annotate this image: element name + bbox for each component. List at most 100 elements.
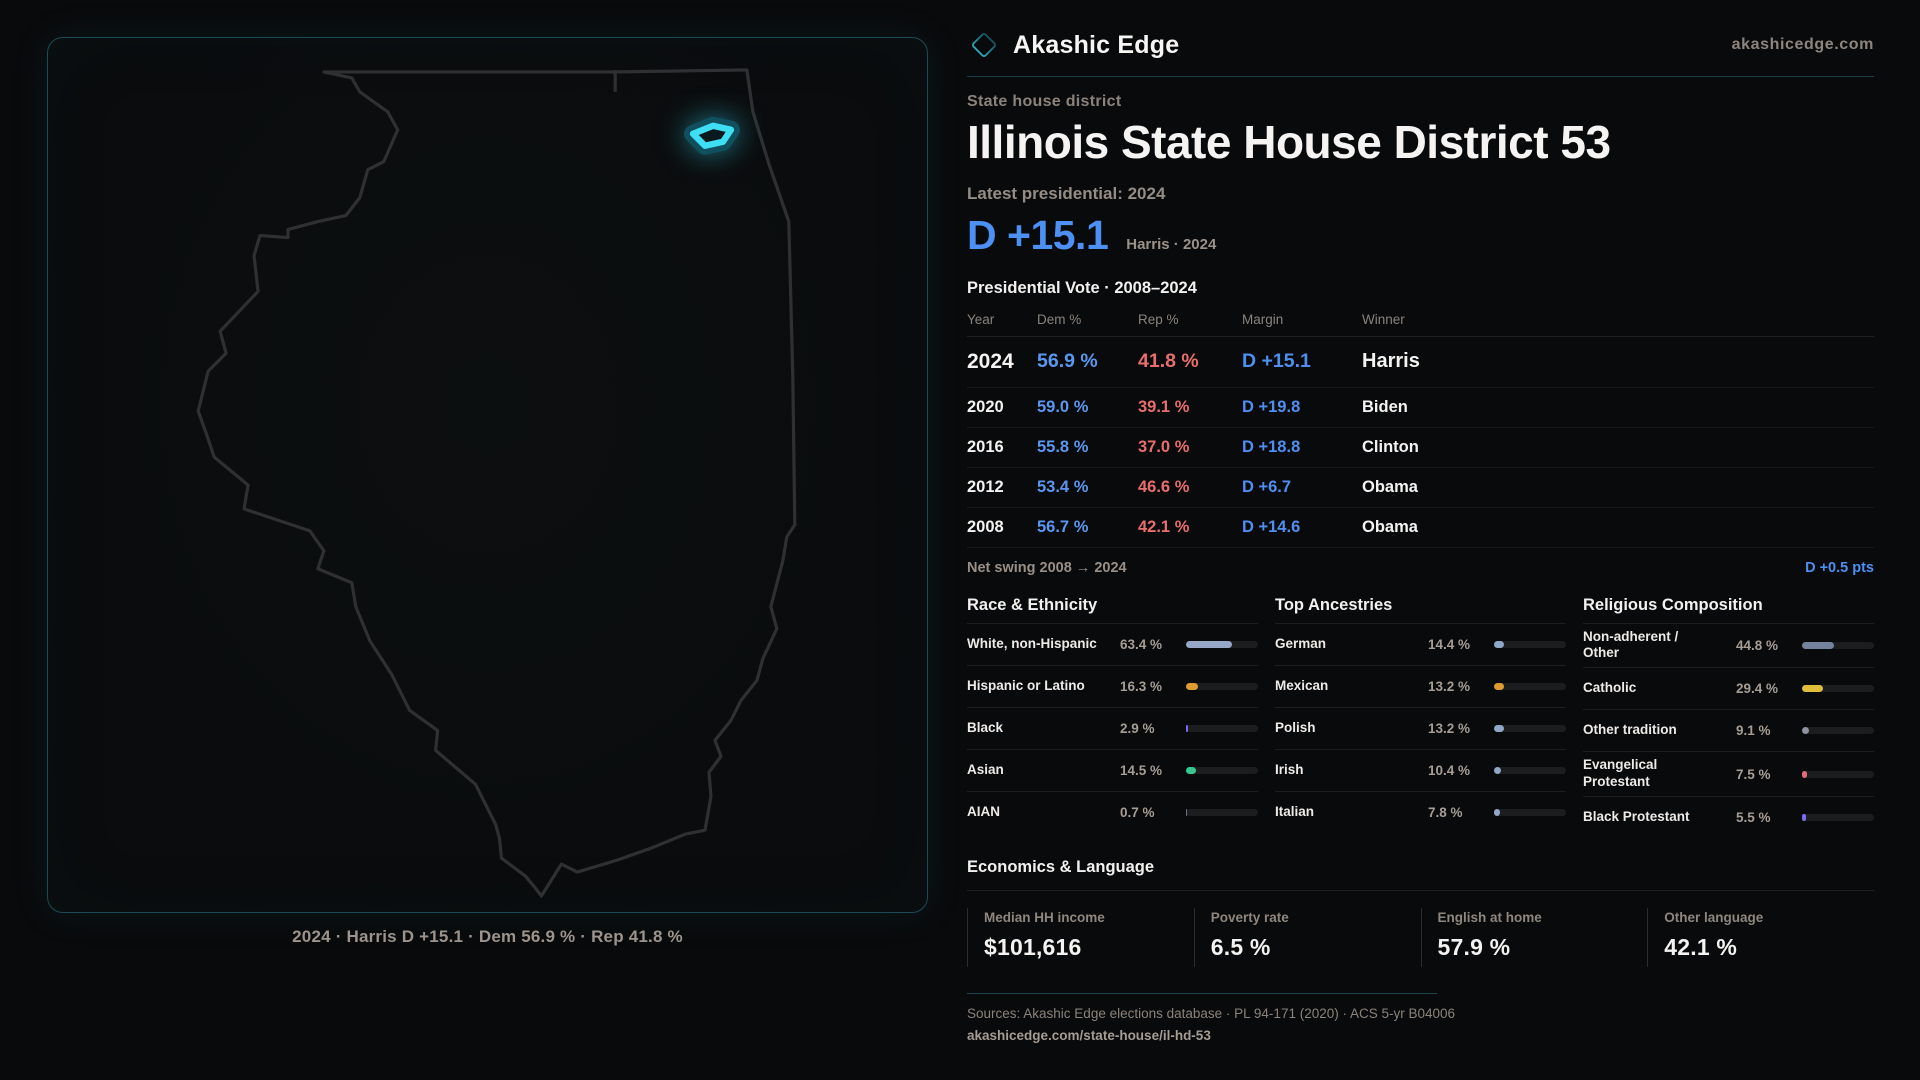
col-header-dem: Dem % [1037, 311, 1082, 327]
ancestries-column: Top Ancestries German 14.4 % Mexican 13.… [1275, 596, 1566, 839]
list-item: Catholic 29.4 % [1583, 667, 1874, 709]
demo-bar [1186, 724, 1258, 732]
map-caption: 2024 · Harris D +15.1 · Dem 56.9 % · Rep… [292, 927, 683, 946]
demo-label: AIAN [967, 803, 1000, 819]
demo-label: Non-adherent / Other [1583, 628, 1679, 661]
demo-bar [1802, 814, 1874, 822]
religion-column: Religious Composition Non-adherent / Oth… [1583, 596, 1874, 839]
demo-bar [1186, 682, 1258, 690]
col-header-year: Year [967, 311, 995, 327]
stat-value: 57.9 % [1437, 934, 1511, 961]
net-swing-label: Net swing 2008 → 2024 [967, 559, 1127, 576]
economics-section: Economics & Language Median HH income $1… [967, 858, 1874, 968]
demo-label: Black [967, 719, 1004, 735]
demo-value: 29.4 % [1736, 681, 1779, 697]
brand-diamond-icon [972, 33, 996, 57]
rep-cell: 37.0 % [1138, 437, 1190, 456]
demo-bar [1802, 770, 1874, 778]
demo-value: 9.1 % [1736, 723, 1771, 739]
table-header-row: Year Dem % Rep % Margin Winner [967, 302, 1874, 337]
sources-line: Sources: Akashic Edge elections database… [967, 1006, 1456, 1022]
dem-cell: 53.4 % [1037, 477, 1089, 496]
demo-bar [1494, 724, 1566, 732]
demo-value: 44.8 % [1736, 637, 1779, 653]
winner-cell: Obama [1362, 517, 1418, 536]
demo-label: Italian [1275, 803, 1315, 819]
demographics-grid: Race & Ethnicity White, non-Hispanic 63.… [967, 596, 1874, 839]
demo-bar [1802, 727, 1874, 735]
demo-value: 7.5 % [1736, 766, 1771, 782]
col-header-margin: Margin [1242, 311, 1284, 327]
winner-cell: Obama [1362, 477, 1418, 496]
stat-label: English at home [1437, 910, 1542, 926]
net-swing-value: D +0.5 pts [1805, 559, 1874, 576]
stat-label: Median HH income [984, 910, 1105, 926]
rep-cell: 41.8 % [1138, 350, 1199, 373]
year-cell: 2016 [967, 437, 1004, 456]
presidential-vote-table: Year Dem % Rep % Margin Winner 2024 56.9… [967, 302, 1874, 548]
demo-value: 0.7 % [1120, 804, 1155, 820]
brand-name: Akashic Edge [1013, 30, 1180, 59]
illinois-state-outline [196, 68, 797, 898]
demo-label: Asian [967, 761, 1004, 777]
content-section: Akashic Edge akashicedge.com State house… [967, 28, 1874, 1045]
net-swing-row: Net swing 2008 → 2024 D +0.5 pts [967, 548, 1874, 576]
list-item: Polish 13.2 % [1275, 706, 1566, 749]
brand-domain-link[interactable]: akashicedge.com [1731, 36, 1874, 53]
demo-label: Irish [1275, 761, 1304, 777]
margin-cell: D +14.6 [1242, 517, 1301, 536]
table-row: 2016 55.8 % 37.0 % D +18.8 Clinton [967, 428, 1874, 468]
list-item: AIAN 0.7 % [967, 790, 1258, 833]
margin-cell: D +18.8 [1242, 437, 1301, 456]
section-title-race: Race & Ethnicity [967, 595, 1098, 614]
winner-cell: Biden [1362, 397, 1408, 416]
demo-label: Mexican [1275, 677, 1329, 693]
year-cell: 2024 [967, 349, 1014, 373]
demo-label: White, non-Hispanic [967, 635, 1097, 651]
stat-value: 42.1 % [1664, 934, 1738, 961]
dem-cell: 56.9 % [1037, 350, 1098, 373]
page-url-link[interactable]: akashicedge.com/state-house/il-hd-53 [967, 1028, 1211, 1044]
stat-other-language: Other language 42.1 % [1647, 908, 1874, 968]
footer-divider [967, 993, 1437, 995]
demo-bar [1494, 766, 1566, 774]
demo-label: Hispanic or Latino [967, 677, 1085, 693]
list-item: Irish 10.4 % [1275, 748, 1566, 791]
demo-value: 16.3 % [1120, 678, 1163, 694]
col-header-rep: Rep % [1138, 311, 1179, 327]
margin-cell: D +19.8 [1242, 397, 1301, 416]
list-item: Evangelical Protestant 7.5 % [1583, 751, 1874, 796]
demo-bar [1494, 808, 1566, 816]
latest-presidential-label: Latest presidential: 2024 [967, 183, 1166, 203]
district-53-highlight[interactable] [689, 122, 735, 149]
stat-label: Poverty rate [1210, 910, 1289, 926]
brand: Akashic Edge [967, 28, 1179, 62]
headline-row: D +15.1 Harris · 2024 [967, 212, 1874, 259]
demo-bar [1186, 808, 1258, 816]
demo-bar [1186, 766, 1258, 774]
demo-value: 7.8 % [1428, 804, 1463, 820]
demo-bar [1494, 640, 1566, 648]
list-item: Mexican 13.2 % [1275, 664, 1566, 707]
col-header-winner: Winner [1362, 311, 1405, 327]
demo-bar [1186, 640, 1258, 648]
winner-cell: Harris [1362, 350, 1420, 373]
demo-bar [1802, 641, 1874, 649]
section-title-religion: Religious Composition [1583, 595, 1763, 614]
demo-value: 2.9 % [1120, 720, 1155, 736]
margin-cell: D +6.7 [1242, 477, 1292, 496]
demo-value: 14.4 % [1428, 636, 1471, 652]
table-row: 2008 56.7 % 42.1 % D +14.6 Obama [967, 508, 1874, 548]
stat-value: 6.5 % [1210, 934, 1271, 961]
demo-value: 63.4 % [1120, 636, 1163, 652]
dem-cell: 56.7 % [1037, 517, 1089, 536]
economics-divider [967, 890, 1874, 892]
stat-median-income: Median HH income $101,616 [967, 908, 1194, 968]
map-panel [47, 37, 928, 913]
list-item: Black 2.9 % [967, 706, 1258, 749]
year-cell: 2020 [967, 397, 1004, 416]
rep-cell: 42.1 % [1138, 517, 1190, 536]
demo-bar [1802, 685, 1874, 693]
race-ethnicity-column: Race & Ethnicity White, non-Hispanic 63.… [967, 596, 1258, 839]
demo-label: German [1275, 635, 1327, 651]
